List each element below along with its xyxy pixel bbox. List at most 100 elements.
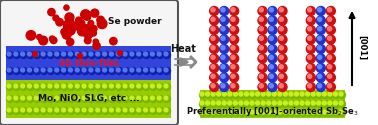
Circle shape [269,36,273,40]
Circle shape [164,96,170,102]
Circle shape [231,65,235,69]
Circle shape [308,46,311,50]
Circle shape [110,52,113,56]
Circle shape [97,19,107,29]
Circle shape [61,84,68,90]
Circle shape [123,108,127,112]
Circle shape [61,28,67,35]
Circle shape [122,68,130,74]
Circle shape [328,17,332,21]
Circle shape [228,92,232,96]
Circle shape [211,110,215,114]
Circle shape [267,110,271,114]
Circle shape [305,110,312,116]
Circle shape [68,84,72,88]
Circle shape [75,84,82,90]
Circle shape [231,84,235,88]
Circle shape [62,96,65,100]
Circle shape [75,108,79,112]
Circle shape [221,36,225,40]
Circle shape [244,92,251,98]
Circle shape [261,110,265,114]
Circle shape [305,92,312,98]
Circle shape [109,108,116,114]
Circle shape [339,92,343,96]
Circle shape [250,101,254,105]
Circle shape [164,96,168,100]
Circle shape [89,52,93,56]
Circle shape [7,108,11,112]
Circle shape [311,100,318,107]
Circle shape [48,84,52,88]
Circle shape [266,100,273,107]
Circle shape [328,46,332,50]
Circle shape [250,92,254,96]
Circle shape [79,24,88,33]
Circle shape [109,84,116,90]
Circle shape [322,101,326,105]
Circle shape [216,100,223,107]
Circle shape [48,68,54,74]
Circle shape [311,101,315,105]
Circle shape [123,96,127,100]
Circle shape [278,73,287,82]
Circle shape [130,68,134,72]
Circle shape [48,52,52,56]
Circle shape [103,68,107,72]
Circle shape [82,108,88,114]
Circle shape [83,13,91,20]
Circle shape [261,92,265,96]
Circle shape [316,92,323,98]
Bar [200,90,345,118]
Circle shape [231,8,235,12]
Circle shape [328,92,332,96]
Circle shape [233,100,240,107]
Circle shape [95,84,102,90]
Circle shape [239,92,243,96]
Circle shape [326,64,335,72]
Circle shape [137,108,141,112]
Circle shape [200,110,204,114]
Circle shape [288,100,296,107]
Circle shape [269,84,273,88]
Circle shape [259,84,263,88]
Circle shape [21,108,25,112]
Circle shape [258,16,267,25]
Circle shape [150,84,157,90]
Circle shape [279,74,284,78]
Circle shape [339,110,345,116]
Circle shape [96,96,100,100]
Circle shape [220,35,229,44]
Circle shape [283,100,290,107]
Circle shape [245,101,248,105]
Circle shape [68,84,75,90]
Circle shape [95,52,102,59]
Circle shape [64,22,73,32]
Circle shape [27,52,34,59]
Circle shape [61,52,68,59]
Circle shape [144,68,147,72]
Circle shape [210,82,218,92]
Circle shape [328,74,332,78]
Circle shape [96,84,100,88]
Circle shape [76,17,82,24]
Circle shape [7,52,11,56]
Circle shape [258,54,267,63]
Circle shape [82,96,86,100]
Circle shape [328,101,332,105]
Circle shape [55,108,59,112]
Circle shape [110,96,113,100]
Circle shape [136,68,143,74]
Circle shape [82,68,88,74]
Circle shape [306,26,315,35]
Circle shape [40,84,48,90]
Circle shape [339,110,343,114]
Circle shape [123,52,127,56]
Circle shape [157,68,161,72]
Circle shape [62,84,65,88]
Circle shape [75,96,79,100]
Circle shape [278,92,282,96]
Circle shape [91,26,97,32]
Circle shape [110,38,117,45]
Circle shape [75,108,82,114]
